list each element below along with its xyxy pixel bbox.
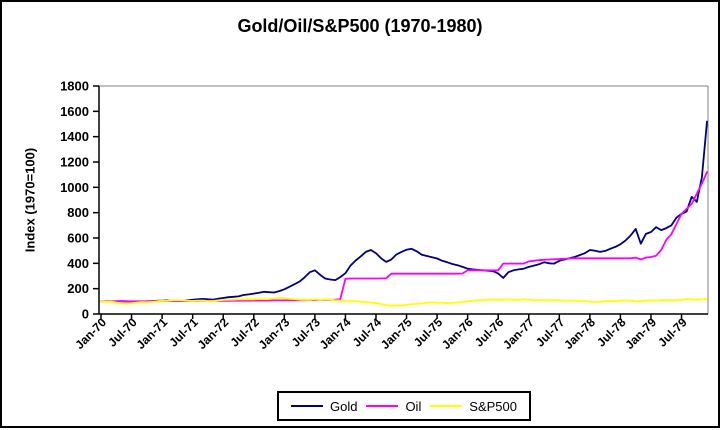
svg-text:Jan-70: Jan-70 (72, 315, 109, 352)
legend-item-oil: Oil (366, 399, 421, 414)
legend: Gold Oil S&P500 (277, 391, 531, 421)
svg-text:Jan-78: Jan-78 (561, 315, 598, 352)
svg-text:Jan-77: Jan-77 (500, 315, 537, 352)
svg-text:Jan-73: Jan-73 (256, 315, 293, 352)
svg-text:Jan-79: Jan-79 (622, 315, 659, 352)
legend-label-oil: Oil (405, 398, 422, 414)
svg-text:Jul-79: Jul-79 (655, 315, 690, 350)
svg-text:1400: 1400 (60, 129, 89, 144)
svg-text:1200: 1200 (60, 155, 89, 170)
svg-text:800: 800 (67, 205, 89, 220)
legend-item-sp500: S&P500 (430, 399, 517, 414)
svg-text:1000: 1000 (60, 180, 89, 195)
svg-text:Jan-75: Jan-75 (378, 315, 415, 352)
svg-text:Jan-71: Jan-71 (133, 315, 170, 352)
legend-item-gold: Gold (291, 399, 357, 414)
legend-label-gold: Gold (330, 398, 358, 414)
svg-text:Jan-76: Jan-76 (439, 315, 476, 352)
svg-text:0: 0 (82, 307, 89, 322)
svg-text:Jan-72: Jan-72 (195, 315, 232, 352)
svg-text:600: 600 (67, 231, 89, 246)
chart-title: Gold/Oil/S&P500 (1970-1980) (237, 16, 483, 36)
legend-label-sp500: S&P500 (469, 398, 517, 414)
svg-text:200: 200 (67, 281, 89, 296)
gold-line-swatch (291, 405, 323, 407)
sp500-line-swatch (430, 405, 463, 407)
svg-text:1600: 1600 (60, 104, 89, 119)
svg-text:1800: 1800 (60, 79, 89, 94)
svg-text:Jan-74: Jan-74 (317, 315, 354, 352)
oil-line-swatch (366, 405, 399, 407)
svg-text:400: 400 (67, 256, 89, 271)
